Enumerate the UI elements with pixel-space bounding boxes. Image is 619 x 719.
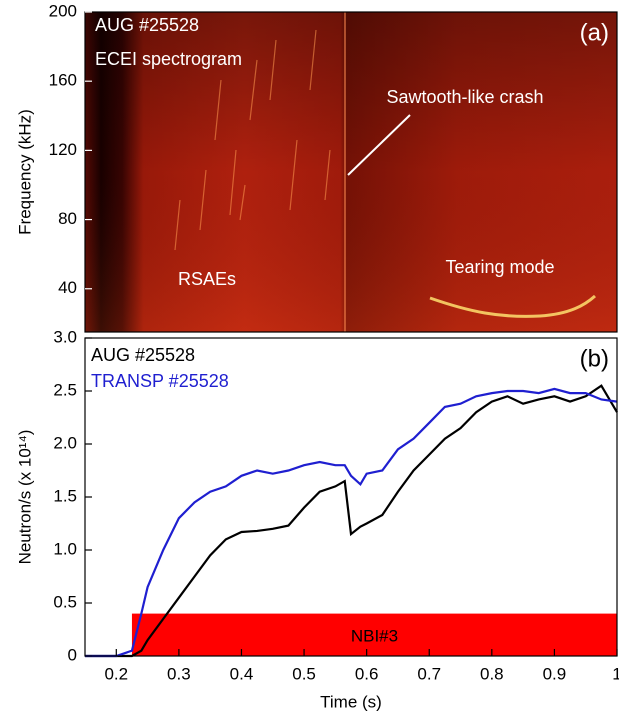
- x-tick-label: 0.7: [417, 664, 441, 683]
- legend-entry: TRANSP #25528: [91, 371, 229, 391]
- y-tick-label: 120: [49, 140, 77, 159]
- y-tick-label: 200: [49, 1, 77, 20]
- y-tick-label: 2.0: [53, 433, 77, 452]
- x-tick-label: 0.9: [543, 664, 567, 683]
- y-tick-label: 0: [68, 645, 77, 664]
- x-tick-label: 0.5: [292, 664, 316, 683]
- annotation: RSAEs: [178, 269, 236, 289]
- span-label: NBI#3: [351, 626, 398, 645]
- y-tick-label: 3.0: [53, 327, 77, 346]
- x-axis-label: Time (s): [320, 692, 382, 711]
- x-tick-label: 0.4: [230, 664, 254, 683]
- axes-frame: [84, 11, 618, 333]
- spectrogram-image: [85, 12, 617, 332]
- legend-entry: AUG #25528: [91, 345, 195, 365]
- y-axis-label: Frequency (kHz): [15, 109, 34, 235]
- annotation: Sawtooth-like crash: [386, 87, 543, 107]
- series-line: [85, 387, 618, 658]
- panel-label: (a): [580, 19, 609, 46]
- y-tick-label: 1.5: [53, 486, 77, 505]
- y-axis-label: Neutron/s (x 10¹⁴): [15, 430, 34, 565]
- y-tick-label: 160: [49, 71, 77, 90]
- panel-label: (b): [580, 345, 609, 372]
- series-line: [85, 384, 618, 658]
- x-tick-label: 0.6: [355, 664, 379, 683]
- y-tick-label: 40: [58, 278, 77, 297]
- nbi-span: [131, 613, 618, 656]
- x-tick-label: 0.8: [480, 664, 504, 683]
- annotation: Tearing mode: [445, 257, 554, 277]
- x-tick-label: 0.2: [104, 664, 128, 683]
- annotation: AUG #25528: [95, 15, 199, 35]
- annotation: ECEI spectrogram: [95, 49, 242, 69]
- y-tick-label: 1.0: [53, 539, 77, 558]
- x-tick-label: 0.3: [167, 664, 191, 683]
- y-tick-label: 2.5: [53, 380, 77, 399]
- y-tick-label: 80: [58, 209, 77, 228]
- y-tick-label: 0.5: [53, 592, 77, 611]
- x-tick-label: 1: [612, 664, 619, 683]
